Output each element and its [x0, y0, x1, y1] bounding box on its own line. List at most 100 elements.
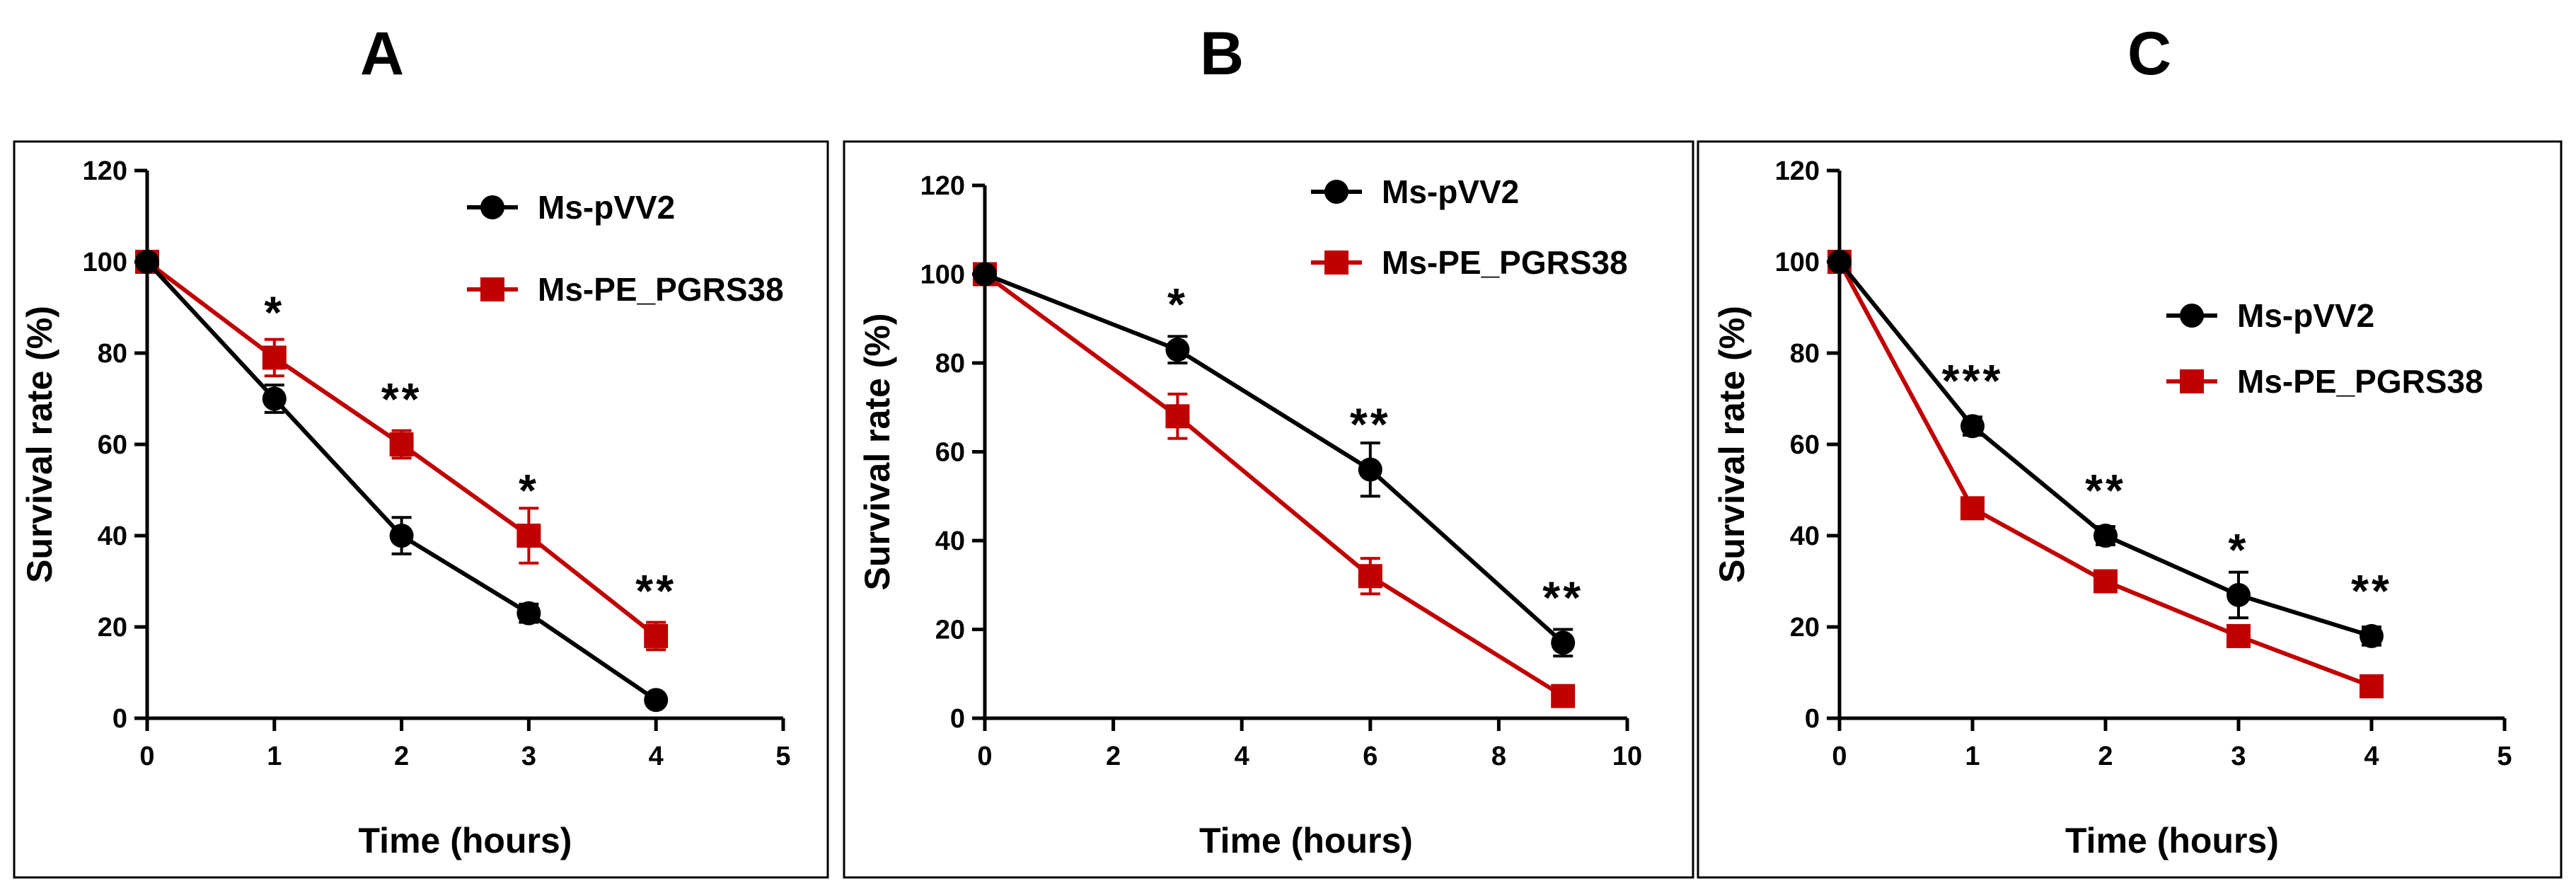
data-point	[389, 524, 414, 548]
data-point	[389, 432, 414, 456]
legend-marker	[1324, 250, 1348, 275]
panel-label: A	[360, 20, 404, 88]
x-tick-label: 0	[1832, 742, 1847, 771]
legend-marker	[2180, 369, 2204, 393]
series-line	[145, 260, 657, 702]
data-point	[1165, 404, 1190, 429]
y-tick-label: 100	[83, 248, 127, 277]
x-tick-label: 4	[1235, 742, 1249, 771]
data-point	[516, 601, 541, 626]
y-axis-label: Survival rate (%)	[857, 313, 897, 591]
legend-marker	[480, 195, 504, 219]
x-tick-label: 6	[1363, 742, 1377, 771]
series-ms-pvv2	[973, 262, 1576, 658]
data-point	[644, 688, 669, 713]
data-point	[516, 524, 541, 548]
significance-marker: *	[264, 287, 284, 338]
series-ms-pe-pgrs38	[973, 262, 1576, 708]
legend: Ms-pVV2 Ms-PE_PGRS38	[1311, 173, 1628, 281]
x-tick-label: 10	[1612, 742, 1642, 771]
legend-label: Ms-pVV2	[538, 189, 675, 226]
data-point	[2360, 623, 2384, 648]
data-point	[2226, 582, 2251, 607]
x-tick-label: 0	[977, 742, 992, 771]
panel-frame	[1697, 140, 2563, 879]
x-tick-label: 2	[1106, 742, 1121, 771]
y-axis-label: Survival rate (%)	[20, 306, 59, 583]
x-axis-label: Time (hours)	[2065, 821, 2279, 860]
x-tick-label: 3	[2231, 742, 2246, 771]
series-ms-pvv2	[135, 250, 669, 713]
significance-marker: **	[635, 565, 676, 616]
significance-marker: **	[381, 374, 422, 425]
y-tick-label: 60	[1790, 430, 1820, 460]
y-tick-label: 80	[98, 339, 127, 369]
y-tick-label: 20	[98, 613, 127, 643]
data-point	[2093, 569, 2118, 594]
x-axis-label: Time (hours)	[359, 821, 572, 860]
y-axis-label: Survival rate (%)	[1712, 306, 1752, 583]
x-tick-label: 1	[1965, 742, 1980, 771]
panel-c: C 0 20 40 60 80 100 120 0 1 2 3 4 5 Time (hours) Surviv…	[1697, 20, 2563, 879]
significance-marker: **	[1350, 399, 1391, 450]
y-tick-label: 80	[1790, 339, 1820, 369]
legend: Ms-pVV2 Ms-PE_PGRS38	[2166, 297, 2483, 400]
x-tick-label: 2	[394, 742, 409, 771]
data-point	[262, 345, 287, 370]
data-point	[2226, 623, 2251, 648]
series-line	[983, 272, 1564, 698]
x-axis-label: Time (hours)	[1199, 821, 1413, 860]
legend-label: Ms-PE_PGRS38	[538, 271, 784, 308]
data-point	[1827, 250, 1852, 274]
y-tick-label: 40	[98, 522, 127, 551]
y-tick-label: 60	[98, 430, 127, 460]
y-tick-label: 100	[920, 260, 965, 290]
y-tick-label: 120	[1775, 156, 1820, 186]
x-tick-label: 5	[775, 742, 790, 771]
y-tick-label: 100	[1775, 248, 1820, 277]
significance-marker: *	[2229, 524, 2249, 575]
x-tick-label: 3	[521, 742, 536, 771]
data-point	[1358, 457, 1382, 482]
data-point	[1960, 414, 1985, 439]
data-point	[2093, 524, 2118, 548]
y-tick-label: 0	[1805, 704, 1820, 734]
y-tick-label: 20	[935, 616, 965, 645]
significance-marker: **	[2085, 465, 2126, 516]
panel-frame	[13, 140, 829, 879]
legend-label: Ms-pVV2	[2237, 297, 2374, 334]
y-tick-label: 0	[112, 704, 127, 734]
legend: Ms-pVV2 Ms-PE_PGRS38	[467, 189, 784, 308]
data-point	[644, 623, 669, 648]
x-tick-label: 8	[1491, 742, 1506, 771]
significance-marker: *	[1167, 279, 1188, 330]
data-point	[262, 386, 287, 411]
panel-label: B	[1200, 20, 1244, 88]
data-point	[1358, 564, 1382, 589]
x-tick-label: 1	[267, 742, 282, 771]
legend-marker	[480, 277, 504, 301]
data-point	[973, 262, 997, 287]
legend-label: Ms-pVV2	[1382, 173, 1519, 210]
legend-marker	[2180, 304, 2204, 328]
panel-a: A 0 20 40 60 80 100 120 0 1 2 3 4 5 Time (hours) Surviv…	[13, 20, 829, 879]
y-tick-label: 40	[935, 526, 965, 556]
y-tick-label: 60	[935, 438, 965, 468]
panel-label: C	[2127, 20, 2171, 88]
legend-label: Ms-PE_PGRS38	[1382, 244, 1628, 281]
data-point	[2360, 674, 2384, 698]
x-tick-label: 4	[2364, 742, 2379, 771]
significance-marker: **	[2351, 565, 2392, 616]
x-tick-label: 0	[139, 742, 154, 771]
series-line	[983, 272, 1565, 645]
y-tick-label: 120	[920, 171, 965, 201]
significance-marker: *	[519, 465, 539, 516]
data-point	[135, 250, 159, 274]
data-point	[1960, 496, 1985, 521]
series-ms-pvv2	[1827, 250, 2384, 648]
y-tick-label: 0	[950, 704, 965, 734]
y-tick-label: 40	[1790, 522, 1820, 551]
x-tick-label: 5	[2497, 742, 2512, 771]
legend-label: Ms-PE_PGRS38	[2237, 363, 2483, 400]
